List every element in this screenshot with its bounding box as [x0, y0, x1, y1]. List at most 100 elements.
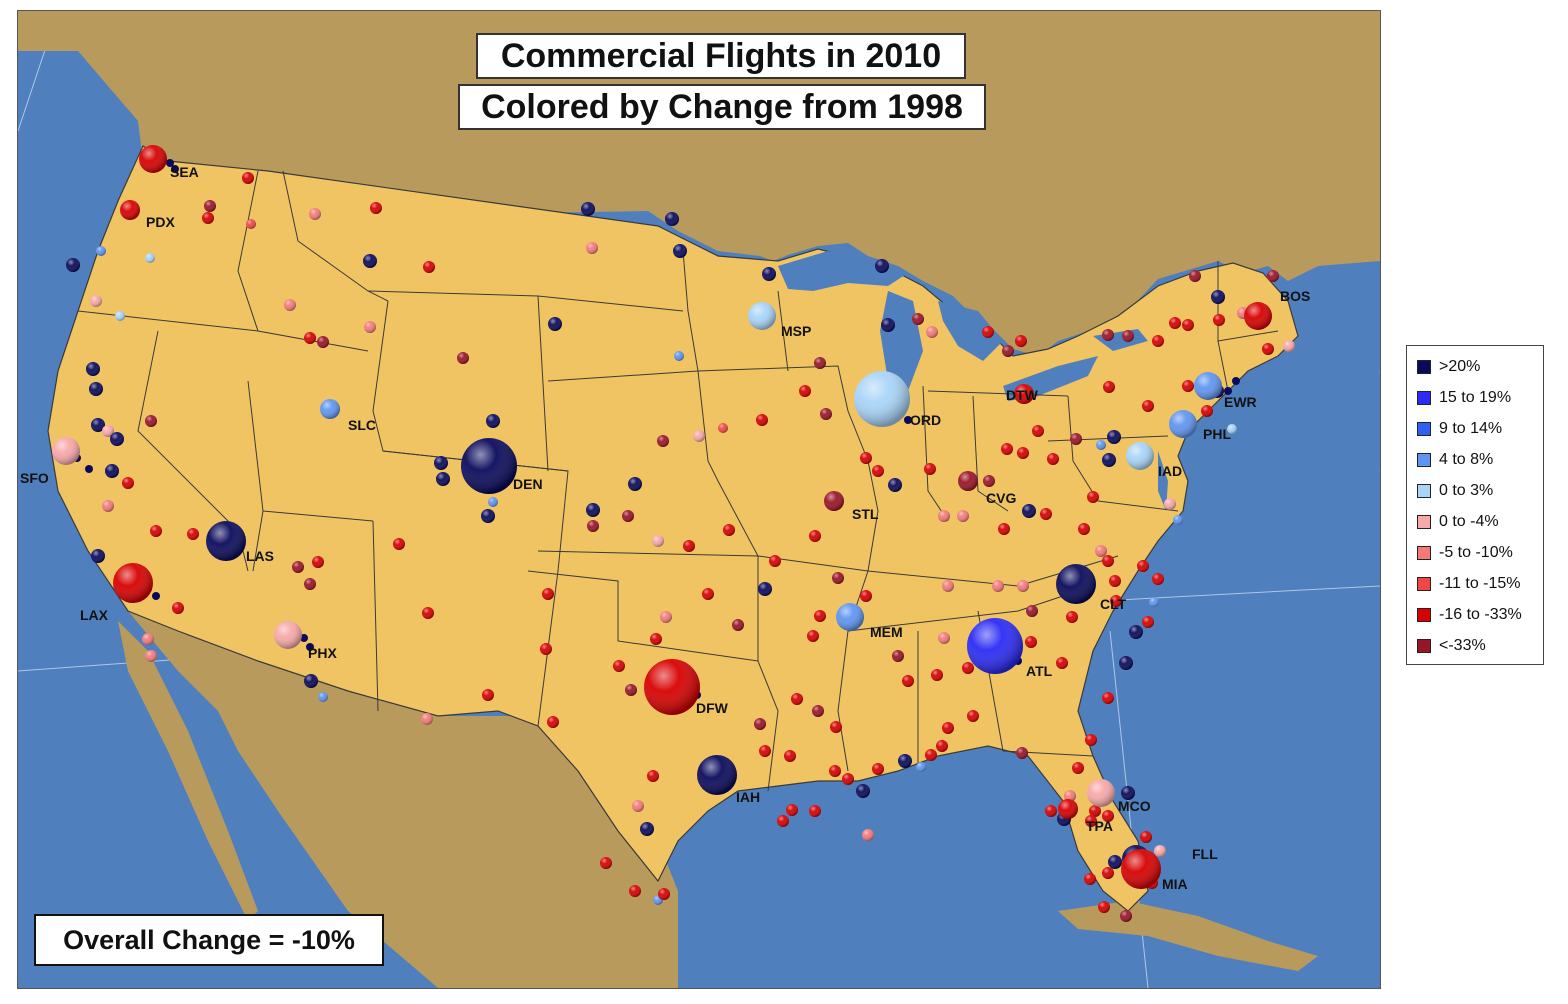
airport-dot-sheen — [482, 689, 494, 701]
airport-dot-sheen — [363, 254, 377, 268]
airport-dot-sheen — [242, 172, 254, 184]
airport-dot-sheen — [983, 475, 995, 487]
airport-dot-sheen — [1283, 340, 1295, 352]
airport-dot-sheen — [1102, 555, 1114, 567]
airport-ord: ORD — [854, 371, 941, 428]
airport-dot-sheen — [702, 588, 714, 600]
airport-dot-sheen — [436, 472, 450, 486]
airport-dot-sheen — [1182, 319, 1194, 331]
airport-dot-sheen — [1213, 314, 1225, 326]
airport-dot-sheen — [872, 763, 884, 775]
legend-swatch — [1417, 484, 1431, 498]
airport-dot-sheen — [1189, 270, 1201, 282]
legend-label: 4 to 8% — [1439, 451, 1494, 468]
airport-dot-sheen — [758, 582, 772, 596]
airport-bubble-sheen — [748, 302, 776, 330]
airport-dot-sheen — [90, 295, 102, 307]
airport-dot-sheen — [122, 477, 134, 489]
airport-dot-sheen — [754, 718, 766, 730]
legend-item: 15 to 19% — [1417, 387, 1511, 409]
airport-cvg: CVG — [958, 471, 1016, 506]
airport-dot-sheen — [1152, 573, 1164, 585]
airport-dot-sheen — [1070, 433, 1082, 445]
airport-dot-sheen — [1022, 504, 1036, 518]
legend: >20% 15 to 19% 9 to 14% 4 to 8% 0 to 3% … — [1406, 345, 1544, 665]
airport-dot-sheen — [1040, 508, 1052, 520]
legend-label: >20% — [1439, 358, 1481, 375]
airport-code-label: SEA — [170, 164, 199, 180]
airport-bos: BOS — [1244, 288, 1310, 330]
legend-item: 0 to 3% — [1417, 480, 1493, 502]
airport-dot-sheen — [683, 540, 695, 552]
airport-code-label: SLC — [348, 417, 376, 433]
overall-change-box: Overall Change = -10% — [34, 914, 384, 966]
airport-phl: PHL — [1169, 410, 1231, 442]
airport-den: DEN — [461, 438, 543, 494]
airport-dot-sheen — [142, 633, 154, 645]
airport-dot-sheen — [856, 784, 870, 798]
legend-item: -5 to -10% — [1417, 542, 1513, 564]
airport-dot-sheen — [1107, 430, 1121, 444]
airport-iad: IAD — [1126, 442, 1182, 479]
airport-bubble-sheen — [836, 603, 864, 631]
airport-bubble-sheen — [461, 438, 517, 494]
legend-item: 4 to 8% — [1417, 449, 1493, 471]
airport-code-label: MIA — [1162, 876, 1188, 892]
airport-dot-sheen — [807, 630, 819, 642]
lake-superior — [778, 251, 908, 291]
airport-dot-sheen — [115, 311, 125, 321]
lake-huron — [938, 301, 1003, 361]
airport-dot-sheen — [628, 477, 642, 491]
airport-dot-sheen — [423, 261, 435, 273]
airport-code-label: STL — [852, 506, 879, 522]
airport-bubble-sheen — [824, 491, 844, 511]
airport-dot-sheen — [1102, 329, 1114, 341]
airport-dot-sheen — [812, 705, 824, 717]
airport-dot-sheen — [640, 822, 654, 836]
airport-dot-sheen — [1110, 595, 1122, 607]
airport-dot-sheen — [172, 602, 184, 614]
airport-dot-sheen — [829, 765, 841, 777]
airport-dot-sheen — [202, 212, 214, 224]
airport-code-label: CVG — [986, 490, 1016, 506]
airport-dot-sheen — [1066, 611, 1078, 623]
airport-dot-sheen — [938, 632, 950, 644]
airport-dot-sheen — [762, 267, 776, 281]
airport-dot-sheen — [942, 580, 954, 592]
airport-code-label: LAS — [246, 548, 274, 564]
airport-dot-sheen — [809, 805, 821, 817]
airport-dot-sheen — [925, 749, 937, 761]
airport-dot-sheen — [1026, 605, 1038, 617]
airport-dot-sheen — [309, 208, 321, 220]
airport-dot-sheen — [284, 299, 296, 311]
airport-dot-sheen — [1227, 424, 1237, 434]
airport-dot-sheen — [1084, 873, 1096, 885]
airport-dot-sheen — [110, 432, 124, 446]
airport-dot-sheen — [304, 332, 316, 344]
airport-dot-sheen — [1047, 453, 1059, 465]
map-frame: SEA PDX SFO LAX LAS PHX SLC DEN DFW IAH MSP ORD STL M… — [17, 10, 1381, 989]
airport-bubble-sheen — [1169, 410, 1197, 438]
airport-dot-sheen — [292, 561, 304, 573]
airport-code-label: DEN — [513, 476, 543, 492]
airport-dot-sheen — [1085, 734, 1097, 746]
airport-code-label: EWR — [1224, 394, 1257, 410]
legend-swatch — [1417, 391, 1431, 405]
airport-mia: MIA — [1121, 849, 1188, 892]
airport-dot-sheen — [860, 590, 872, 602]
airport-ewr: EWR — [1194, 372, 1257, 410]
legend-swatch — [1417, 422, 1431, 436]
airport-code-label: MCO — [1118, 798, 1151, 814]
airport-dot-sheen — [422, 607, 434, 619]
airport-dot-sheen — [312, 556, 324, 568]
airport-dot-sheen — [91, 418, 105, 432]
airport-dot-sheen — [1087, 491, 1099, 503]
airport-code-label: PHX — [308, 645, 337, 661]
airport-dot-sheen — [370, 202, 382, 214]
airport-dot-sheen — [926, 326, 938, 338]
airport-tpa: TPA — [1058, 799, 1113, 834]
airport-dot-sheen — [586, 242, 598, 254]
airport-dot-sheen — [1002, 345, 1014, 357]
airport-dot-sheen — [1095, 545, 1107, 557]
airport-mem: MEM — [836, 603, 903, 640]
